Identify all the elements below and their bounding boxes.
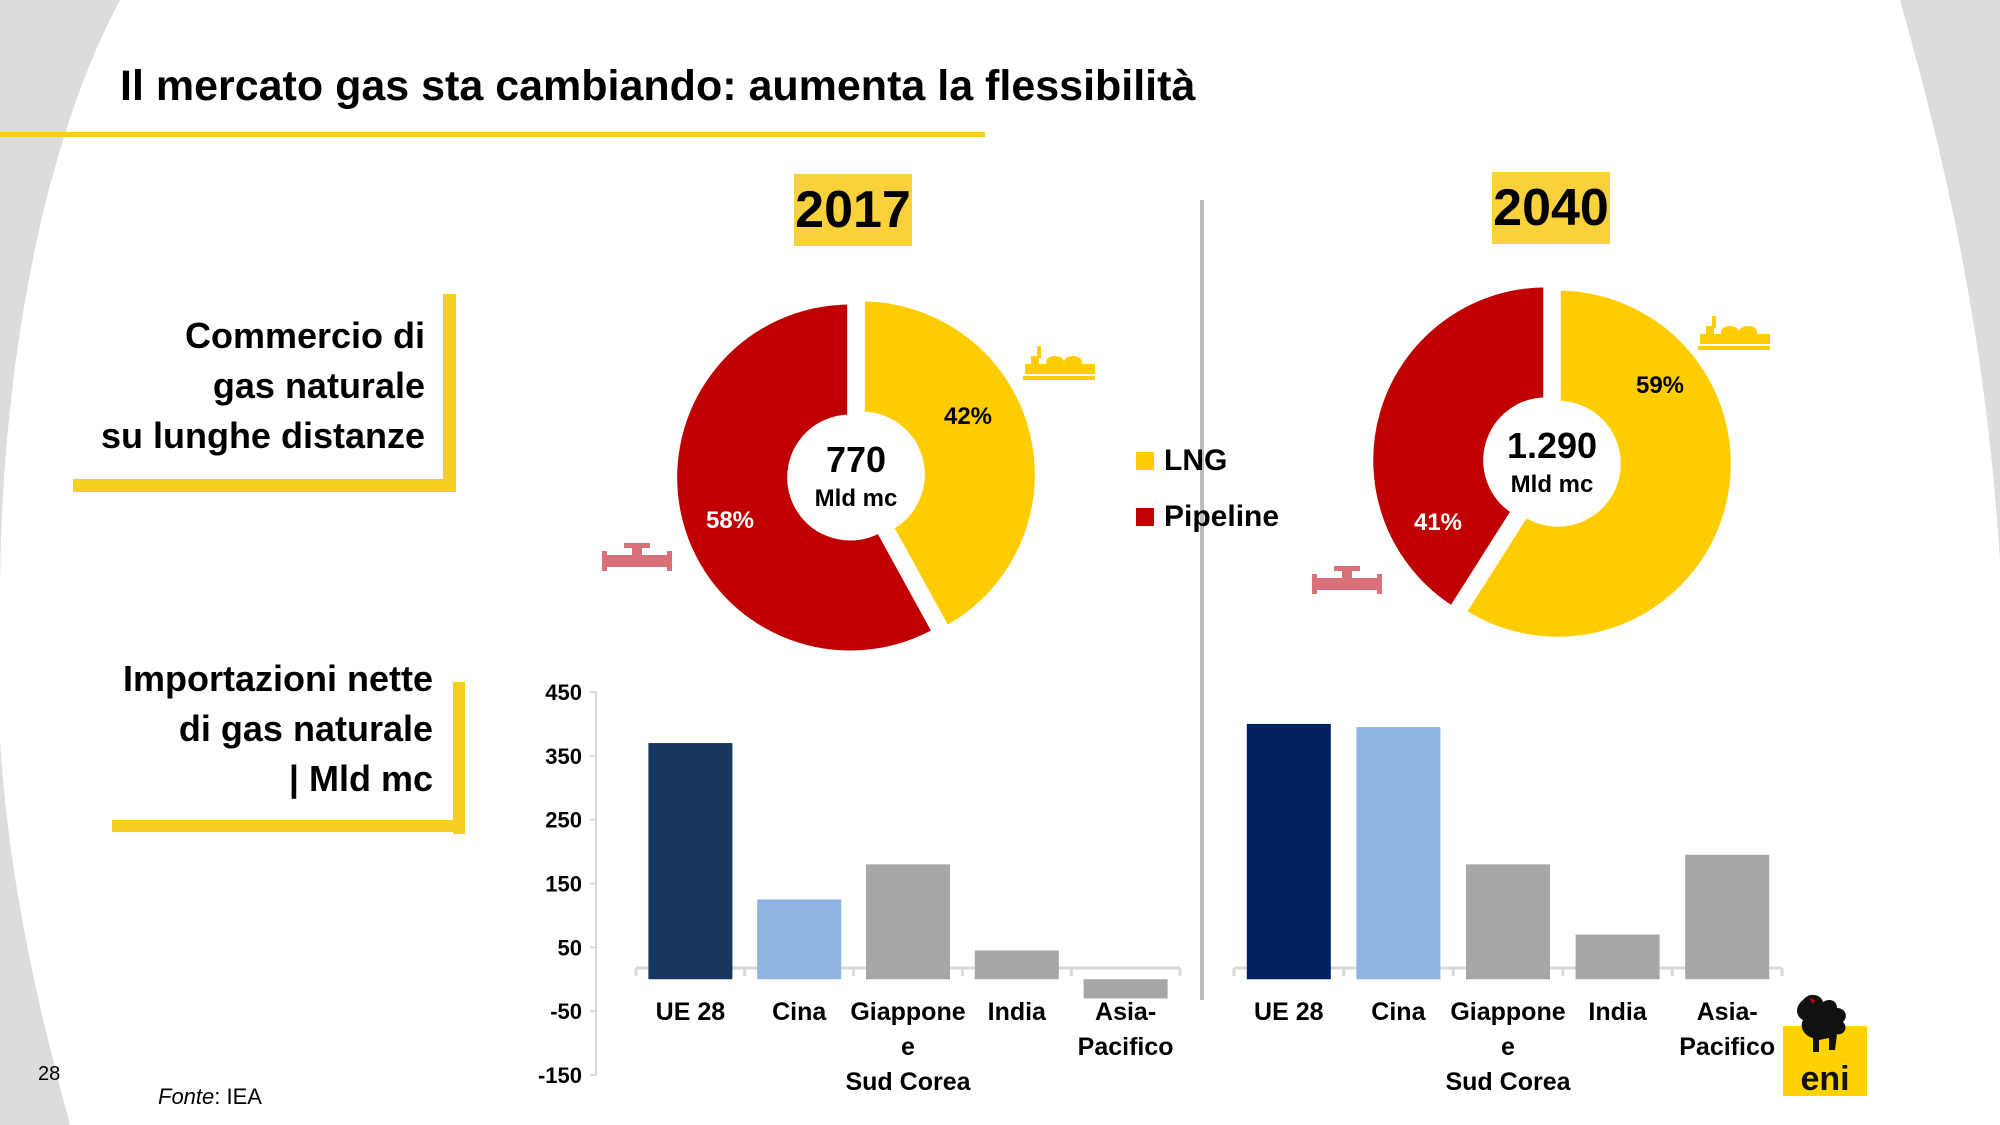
imports-label-frame: [112, 820, 465, 832]
pipeline-icon: [1312, 566, 1382, 594]
donut-center-value: 770: [826, 439, 886, 480]
slice-label: 42%: [944, 403, 992, 430]
donut-chart-2017: 42% 58% 770 Mld mc: [671, 295, 1041, 657]
eni-logo-text: eni: [1800, 1060, 1849, 1096]
source-label: Fonte: [158, 1084, 215, 1109]
page-number: 28: [38, 1063, 61, 1085]
donut-chart-2040: 59% 41% 1.290 Mld mc: [1367, 281, 1737, 643]
right-arc-decoration: [1900, 0, 2000, 560]
y-tick-label: 50: [558, 935, 582, 960]
year-label-2040: 2040: [1492, 172, 1610, 244]
slice-label: 59%: [1636, 372, 1684, 399]
donut-slice-lng: [1459, 284, 1737, 643]
imports-label-line: | Mld mc: [288, 758, 433, 799]
legend-swatch-lng: [1136, 452, 1154, 470]
bar: [1466, 864, 1550, 980]
x-tick-label: Pacifico: [1679, 1033, 1775, 1061]
legend-item-lng: LNG: [1136, 444, 1227, 478]
imports-label-line: di gas naturale: [178, 708, 433, 749]
x-tick-label: Giappone: [850, 998, 965, 1026]
bar: [1246, 723, 1331, 980]
y-tick-label: 150: [545, 872, 582, 897]
page-title: Il mercato gas sta cambiando: aumenta la…: [120, 62, 1196, 110]
y-tick-label: 450: [545, 680, 582, 705]
x-tick-label: Cina: [772, 998, 827, 1026]
x-tick-label: Sud Corea: [1445, 1068, 1571, 1096]
donut-slice-pipeline: [671, 298, 940, 657]
bar: [1575, 934, 1660, 980]
bar-chart-2017: 450 350 250 150 50 -50 -150 UE 28 Cina Giappone eS…: [538, 680, 1182, 1096]
donut-center-unit: Mld mc: [815, 485, 898, 512]
x-tick-label: UE 28: [656, 998, 726, 1026]
pipeline-icon: [602, 543, 672, 571]
year-label-2017: 2017: [794, 174, 912, 246]
slice-label: 58%: [706, 507, 754, 534]
imports-section-label: Importazioni nette di gas naturale | Mld…: [60, 654, 433, 804]
legend-label: Pipeline: [1164, 500, 1280, 533]
legend-item-pipeline: Pipeline: [1136, 500, 1279, 534]
x-tick-label: e: [901, 1033, 915, 1061]
period-divider: [1200, 200, 1204, 1000]
legend-label: LNG: [1164, 444, 1228, 477]
x-tick-label: Sud Corea: [845, 1068, 971, 1096]
bar: [648, 743, 733, 980]
x-tick-label: Giappone: [1450, 998, 1565, 1026]
x-tick-label: India: [1588, 998, 1647, 1026]
bar: [1083, 979, 1168, 999]
x-tick-label: Asia-: [1697, 998, 1758, 1026]
trade-label-line: gas naturale: [212, 365, 425, 406]
x-tick-label: e: [1501, 1033, 1515, 1061]
donut-slice-lng: [858, 295, 1041, 633]
x-tick-label: Pacifico: [1078, 1033, 1174, 1061]
trade-label-frame: [443, 294, 456, 491]
bar: [1356, 727, 1441, 980]
bar: [1685, 854, 1770, 980]
bar: [974, 950, 1059, 980]
left-arc-decoration: [0, 0, 120, 600]
title-underline: [0, 132, 985, 137]
slice-label: 41%: [1414, 509, 1462, 536]
x-tick-label: Cina: [1371, 998, 1426, 1026]
donut-center-value: 1.290: [1507, 425, 1597, 466]
source-value: : IEA: [214, 1084, 262, 1109]
donut-center-unit: Mld mc: [1511, 471, 1594, 498]
trade-label-line: Commercio di: [184, 315, 425, 356]
legend-swatch-pipeline: [1136, 508, 1154, 526]
imports-label-line: Importazioni nette: [122, 658, 433, 699]
bar: [757, 899, 842, 980]
x-tick-label: UE 28: [1254, 998, 1324, 1026]
donut-slice-pipeline: [1367, 281, 1550, 614]
eni-dog-logo-icon: eni: [1783, 994, 1867, 1096]
lng-ship-icon: [1023, 346, 1095, 380]
y-tick-label: -150: [538, 1063, 582, 1088]
trade-label-frame: [73, 479, 456, 492]
y-tick-label: -50: [550, 999, 582, 1024]
lng-ship-icon: [1698, 316, 1770, 350]
imports-label-frame: [453, 682, 465, 834]
x-tick-label: India: [988, 998, 1047, 1026]
bar: [866, 864, 950, 980]
bar-chart-2040: UE 28 Cina Giappone e Sud Corea India Asia- Pac…: [1232, 723, 1784, 1096]
y-tick-label: 350: [545, 744, 582, 769]
x-tick-label: Asia-: [1095, 998, 1156, 1026]
source-note: Fonte: IEA: [158, 1084, 262, 1110]
trade-label-line: su lunghe distanze: [100, 415, 425, 456]
left-lower-arc-decoration: [0, 740, 70, 1125]
trade-section-label: Commercio di gas naturale su lunghe dist…: [80, 311, 425, 461]
y-tick-label: 250: [545, 808, 582, 833]
